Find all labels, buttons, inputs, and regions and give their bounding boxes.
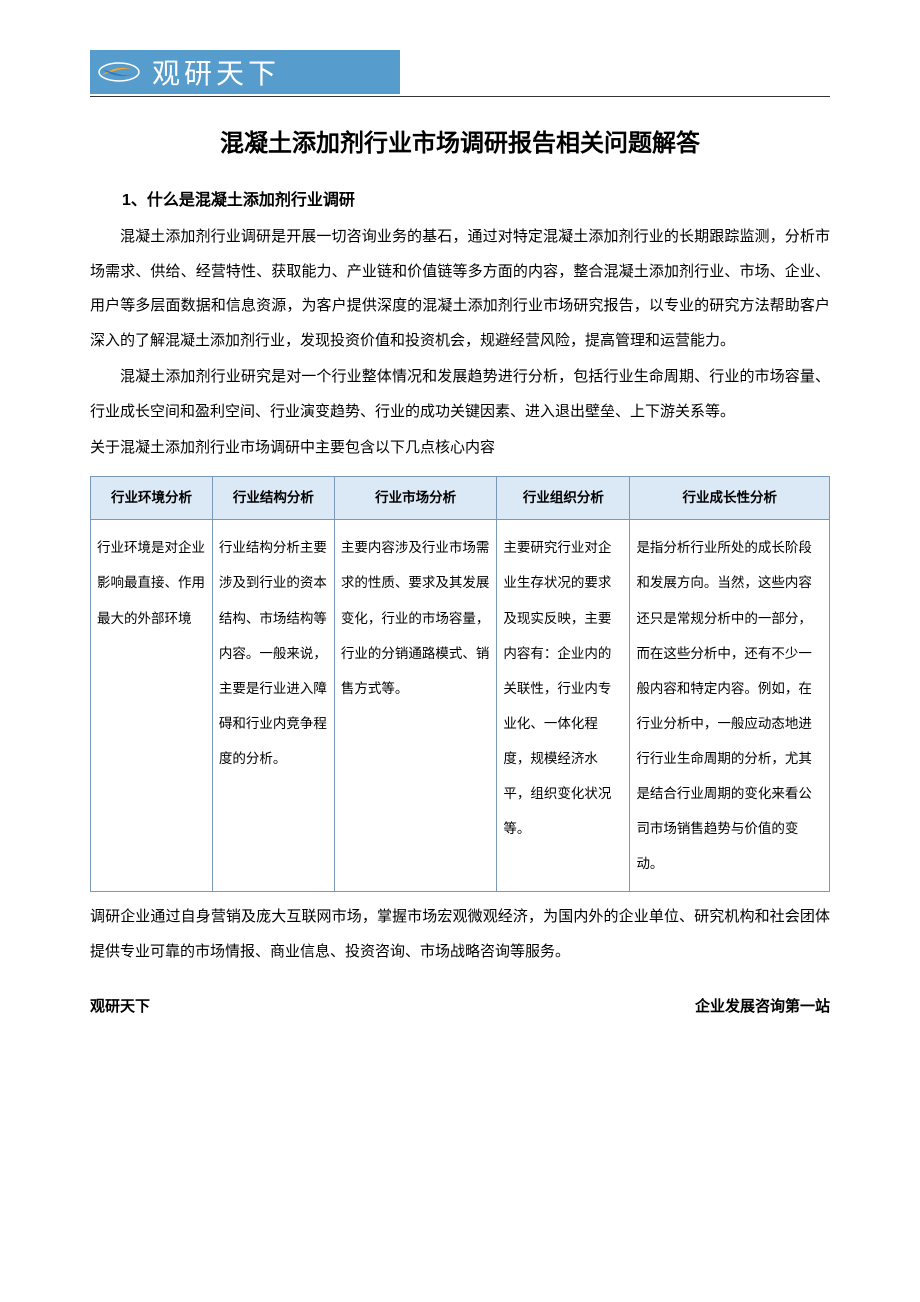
table-header-cell: 行业市场分析 bbox=[334, 476, 497, 520]
table-header-cell: 行业成长性分析 bbox=[630, 476, 830, 520]
table-header-cell: 行业环境分析 bbox=[91, 476, 213, 520]
header-divider bbox=[90, 96, 830, 97]
brand-logo-icon bbox=[98, 57, 140, 87]
table-cell: 主要研究行业对企业生存状况的要求及现实反映，主要内容有：企业内的关联性，行业内专… bbox=[497, 520, 630, 892]
table-cell: 行业结构分析主要涉及到行业的资本结构、市场结构等内容。一般来说，主要是行业进入障… bbox=[212, 520, 334, 892]
table-row: 行业环境是对企业影响最直接、作用最大的外部环境 行业结构分析主要涉及到行业的资本… bbox=[91, 520, 830, 892]
table-header-cell: 行业组织分析 bbox=[497, 476, 630, 520]
table-cell: 是指分析行业所处的成长阶段和发展方向。当然，这些内容还只是常规分析中的一部分，而… bbox=[630, 520, 830, 892]
after-table-para: 调研企业通过自身营销及庞大互联网市场，掌握市场宏观微观经济，为国内外的企业单位、… bbox=[90, 900, 830, 969]
table-cell: 主要内容涉及行业市场需求的性质、要求及其发展变化，行业的市场容量，行业的分销通路… bbox=[334, 520, 497, 892]
table-intro-line: 关于混凝土添加剂行业市场调研中主要包含以下几点核心内容 bbox=[90, 431, 830, 466]
analysis-table: 行业环境分析 行业结构分析 行业市场分析 行业组织分析 行业成长性分析 行业环境… bbox=[90, 476, 830, 893]
table-cell: 行业环境是对企业影响最直接、作用最大的外部环境 bbox=[91, 520, 213, 892]
brand-name: 观研天下 bbox=[152, 52, 280, 92]
table-header-row: 行业环境分析 行业结构分析 行业市场分析 行业组织分析 行业成长性分析 bbox=[91, 476, 830, 520]
page-footer: 观研天下 企业发展咨询第一站 bbox=[90, 995, 830, 1016]
table-header-cell: 行业结构分析 bbox=[212, 476, 334, 520]
footer-left: 观研天下 bbox=[90, 995, 150, 1016]
footer-right: 企业发展咨询第一站 bbox=[695, 995, 830, 1016]
section-1-para-1: 混凝土添加剂行业调研是开展一切咨询业务的基石，通过对特定混凝土添加剂行业的长期跟… bbox=[90, 220, 830, 358]
document-title: 混凝土添加剂行业市场调研报告相关问题解答 bbox=[90, 123, 830, 158]
brand-logo-bar: 观研天下 bbox=[90, 50, 400, 94]
section-1-para-2: 混凝土添加剂行业研究是对一个行业整体情况和发展趋势进行分析，包括行业生命周期、行… bbox=[90, 360, 830, 429]
section-1-heading: 1、什么是混凝土添加剂行业调研 bbox=[122, 186, 830, 210]
